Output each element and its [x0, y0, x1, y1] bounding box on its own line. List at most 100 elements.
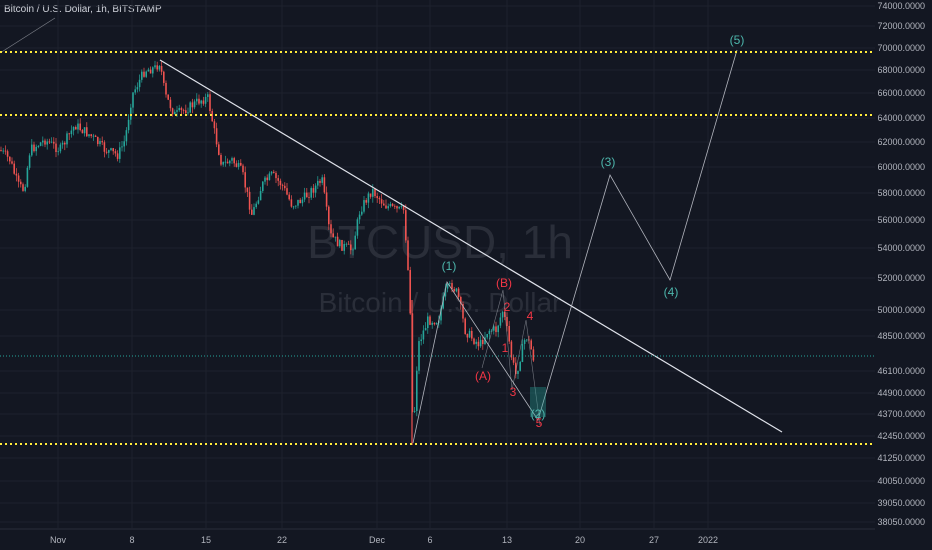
candle-body	[310, 188, 312, 198]
candle-body	[519, 361, 521, 371]
candle-body	[202, 100, 205, 104]
candle-body	[198, 98, 200, 104]
candle-body	[369, 193, 372, 197]
candle-body	[123, 141, 125, 147]
candle-body	[508, 325, 510, 342]
candle-body	[299, 199, 301, 204]
candle-body	[66, 133, 68, 145]
candle-body	[222, 161, 224, 165]
wave-label-cyan: (4)	[664, 285, 679, 299]
candle-body	[314, 185, 317, 193]
candle-body	[510, 341, 513, 358]
wave-label-red: 5	[536, 416, 543, 430]
candle-body	[193, 101, 196, 108]
candle-body	[246, 187, 249, 192]
candle-body	[262, 181, 264, 192]
candle-body	[72, 127, 75, 131]
candle-body	[248, 191, 251, 210]
wave-label-red: 2	[504, 300, 511, 314]
candle-body	[33, 144, 35, 152]
candle-body	[303, 192, 306, 200]
candle-body	[207, 94, 209, 97]
candle-body	[468, 330, 471, 338]
candle-body	[363, 200, 365, 212]
candle-body	[64, 142, 66, 145]
time-tick-label: 6	[427, 535, 432, 545]
candle-body	[416, 370, 418, 411]
candle-body	[218, 144, 220, 155]
candle-body	[79, 123, 81, 131]
candle-body	[213, 121, 216, 129]
candle-body	[343, 244, 345, 251]
candle-body	[231, 158, 233, 161]
candle-body	[127, 119, 130, 131]
candle-body	[119, 147, 121, 159]
price-tick-label: 56000.0000	[877, 215, 925, 225]
candle-body	[394, 205, 396, 207]
elliott-wave-path[interactable]	[412, 49, 738, 444]
candle-body	[244, 172, 246, 188]
candle-body	[53, 141, 55, 144]
price-axis[interactable]: 74000.0000 72000.0000 70000.0000 68000.0000…	[875, 0, 932, 550]
candle-body	[495, 326, 497, 333]
candle-body	[328, 206, 330, 225]
candle-body	[156, 65, 158, 70]
watermark-symbol: BTCUSD, 1h	[307, 216, 573, 268]
candle-body	[341, 239, 343, 251]
candle-body	[226, 161, 229, 164]
candle-body	[266, 177, 268, 181]
candle-body	[178, 108, 180, 111]
candle-body	[453, 289, 455, 292]
candle-body	[323, 177, 326, 193]
candle-body	[422, 330, 425, 340]
candle-body	[497, 325, 499, 333]
candle-body	[141, 71, 143, 80]
candle-body	[92, 135, 95, 137]
candle-body	[187, 112, 189, 114]
candle-body	[523, 340, 526, 344]
price-axis-bg	[875, 0, 932, 550]
price-tick-label: 52000.0000	[877, 273, 925, 283]
candle-body	[237, 162, 240, 167]
candle-body	[158, 66, 161, 70]
candle-body	[449, 283, 451, 284]
time-axis[interactable]: Nov 8 15 22 Dec 6 13 20 27 2022	[0, 528, 875, 545]
time-tick-label: 20	[575, 535, 585, 545]
candle-body	[81, 130, 84, 134]
candle-body	[466, 333, 469, 338]
candle-body	[145, 71, 147, 77]
candle-body	[506, 316, 508, 326]
candle-body	[268, 173, 271, 181]
candle-body	[105, 151, 108, 153]
candle-body	[31, 144, 33, 156]
candle-body	[149, 69, 152, 74]
candle-body	[378, 198, 381, 200]
target-zone-box[interactable]	[530, 387, 546, 417]
time-tick-label: 8	[129, 535, 134, 545]
time-tick-label: 15	[201, 535, 211, 545]
price-tick-label: 41250.0000	[877, 453, 925, 463]
time-tick-label: Dec	[369, 535, 386, 545]
candle-body	[154, 65, 156, 68]
candle-body	[17, 175, 20, 182]
candle-body	[380, 199, 383, 204]
candle-body	[61, 142, 64, 145]
price-tick-label: 39050.0000	[877, 498, 925, 508]
wave-label-red: 1	[502, 341, 509, 355]
candle-body	[165, 82, 167, 95]
candle-body	[2, 150, 4, 152]
candle-body	[83, 127, 86, 134]
candle-body	[35, 146, 37, 152]
price-tick-label: 72000.0000	[877, 21, 925, 31]
time-tick-label: Nov	[50, 535, 67, 545]
candle-body	[75, 127, 77, 130]
candle-body	[512, 357, 515, 363]
trend-line[interactable]	[159, 59, 783, 433]
candle-body	[532, 349, 535, 361]
candle-body	[277, 178, 279, 181]
candle-body	[270, 171, 273, 174]
candle-body	[402, 205, 405, 211]
candle-body	[138, 79, 141, 88]
candle-body	[350, 244, 352, 251]
